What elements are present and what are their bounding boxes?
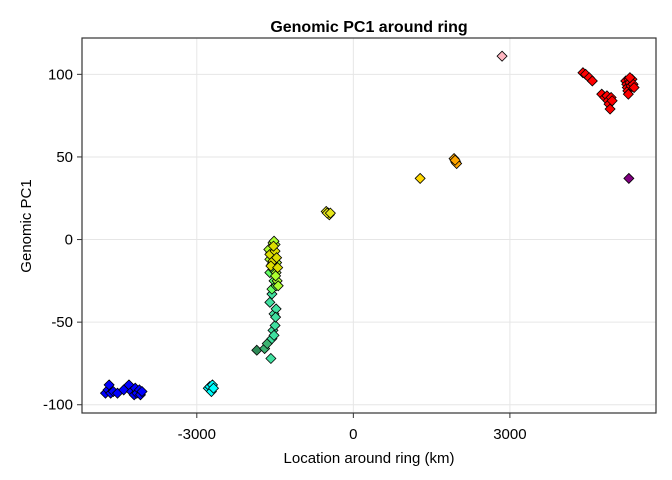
data-point [449,154,461,166]
plot-frame [81,37,657,414]
data-point [251,344,263,356]
data-point [324,207,336,219]
data-point [628,81,640,94]
data-point [272,280,284,292]
data-point [136,385,148,398]
grid-lines [82,38,656,413]
data-point [267,240,280,252]
data-point [271,252,283,264]
data-point [606,95,618,107]
data-point [623,172,635,184]
x-axis-label: Location around ring (km) [284,450,455,467]
x-tick-label: -3000 [178,426,216,443]
data-point [586,75,598,87]
x-tick-label: 0 [349,426,357,443]
data-point [622,88,634,100]
chart-title: Genomic PC1 around ring [270,19,467,36]
data-point [265,352,277,365]
data-point [268,329,280,341]
data-point [270,311,282,323]
y-tick-label: 50 [56,149,73,166]
y-tick-label: 0 [65,232,73,249]
y-tick-label: -100 [43,397,73,414]
data-point [269,319,281,332]
data-point [604,103,616,115]
data-point [496,50,508,62]
x-tick-label: 3000 [493,426,526,443]
y-tick-label: -50 [51,314,73,331]
data-point [414,172,426,184]
data-point [264,296,276,308]
data-point [272,262,284,274]
axis-ticks: -3000 0 3000 -100 -50 0 50 100 [43,66,527,443]
data-points [99,50,640,401]
y-tick-label: 100 [48,66,73,83]
data-point [624,72,636,84]
data-point [270,270,282,282]
data-point [207,382,220,394]
y-axis-label: Genomic PC1 [18,179,35,272]
